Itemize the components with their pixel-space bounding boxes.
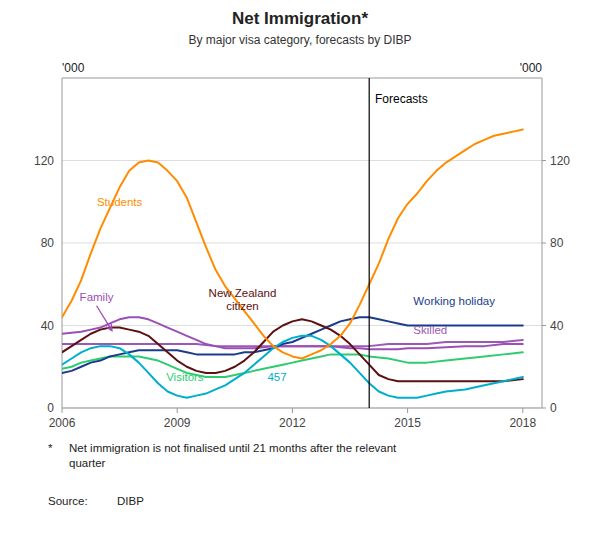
series-label: Visitors: [166, 371, 204, 383]
label-arrow: [97, 306, 112, 331]
series-label: Students: [97, 196, 143, 208]
series-line: [62, 317, 523, 373]
y2-tick-label: 0: [550, 401, 557, 415]
text-line: citizen: [226, 300, 259, 312]
plot-area: [62, 130, 523, 398]
series-label: New Zealandcitizen: [209, 287, 277, 312]
series-line: [62, 319, 523, 381]
x-tick: [292, 408, 293, 413]
y2-tick: [542, 408, 546, 409]
grid: [62, 161, 542, 409]
source: DIBP: [117, 495, 144, 507]
y2-tick: [542, 160, 546, 161]
x-tick: [177, 408, 178, 413]
forecast-line: [369, 78, 370, 408]
x-tick-label: 2012: [279, 416, 306, 430]
footnote: Net immigration is not finalised until 2…: [69, 442, 397, 469]
series-line: [62, 336, 523, 398]
x-tick-label: 2006: [49, 416, 76, 430]
y2-tick: [542, 325, 546, 326]
grid-line: [62, 160, 542, 161]
y-axis-line: [62, 78, 63, 408]
text-line: 457: [267, 371, 286, 383]
y2-tick-label: 120: [550, 154, 570, 168]
x-axis-line: [62, 408, 542, 409]
x-tick-label: 2009: [164, 416, 191, 430]
x-tick-label: 2015: [394, 416, 421, 430]
y-tick-label: 40: [41, 319, 55, 333]
y-tick-label: 0: [47, 401, 54, 415]
y-tick-label: 120: [34, 154, 54, 168]
series-label: Family: [80, 291, 114, 303]
subtitle: By major visa category, forecasts by DIB…: [188, 33, 411, 47]
y2-axis-line: [542, 78, 543, 408]
title: Net Immigration*: [232, 9, 368, 28]
annotation: Forecasts: [375, 92, 428, 106]
frame: [62, 78, 542, 408]
text-line: Visitors: [166, 371, 204, 383]
source-label: Source:: [48, 495, 88, 507]
footnote-star: *: [48, 442, 53, 454]
x-tick: [62, 408, 63, 413]
text-line: quarter: [69, 457, 106, 469]
x-tick: [522, 408, 523, 413]
grid-line: [62, 243, 542, 244]
y2-tick-label: 40: [550, 319, 564, 333]
y2-tick-label: 80: [550, 236, 564, 250]
text-line: Students: [97, 196, 143, 208]
y2-axis-label: '000: [520, 61, 543, 75]
chart: Net Immigration* By major visa category, …: [0, 0, 600, 537]
text-line: Family: [80, 291, 114, 303]
y-tick-label: 80: [41, 236, 55, 250]
series-label: 457: [267, 371, 286, 383]
top-frame-line: [62, 78, 542, 79]
label-arrow-head: [106, 324, 112, 331]
text-line: Skilled: [413, 324, 447, 336]
text-line: Working holiday: [413, 295, 495, 307]
series-label: Working holiday: [413, 295, 495, 307]
y2-tick: [542, 243, 546, 244]
series-label: Skilled: [413, 324, 447, 336]
text-line: New Zealand: [209, 287, 277, 299]
grid-line: [62, 408, 542, 409]
series-line: [62, 130, 523, 359]
x-tick-label: 2018: [509, 416, 536, 430]
text-line: Net immigration is not finalised until 2…: [69, 442, 397, 454]
y-axis-label: '000: [62, 61, 85, 75]
x-tick: [407, 408, 408, 413]
